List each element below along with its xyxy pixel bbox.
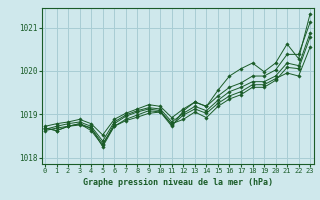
X-axis label: Graphe pression niveau de la mer (hPa): Graphe pression niveau de la mer (hPa) bbox=[83, 178, 273, 187]
